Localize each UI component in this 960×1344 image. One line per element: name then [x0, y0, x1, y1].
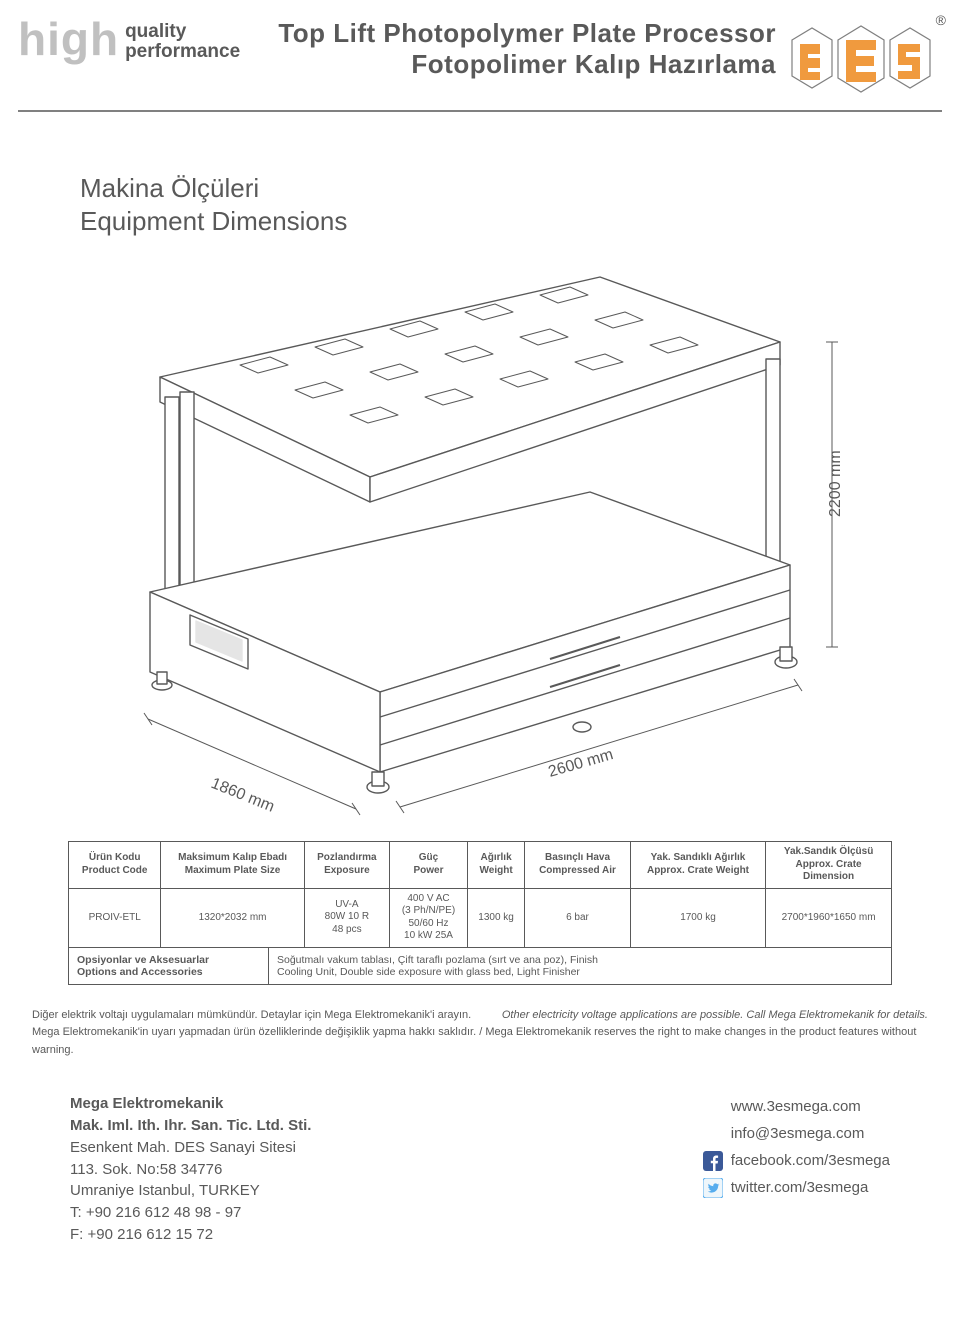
company-name: Mega Elektromekanik: [70, 1093, 311, 1115]
facebook-icon[interactable]: [703, 1151, 723, 1171]
td-weight: 1300 kg: [468, 888, 525, 947]
spec-header-row: Ürün KoduProduct Code Maksimum Kalıp Eba…: [69, 842, 892, 889]
td-size: 1320*2032 mm: [161, 888, 304, 947]
th-power: GüçPower: [389, 842, 467, 889]
page-footer: Mega Elektromekanik Mak. Iml. Ith. Ihr. …: [70, 1093, 890, 1245]
title-line2: Fotopolimer Kalıp Hazırlama: [240, 49, 776, 80]
footnotes: Diğer elektrik voltajı uygulamaları mümk…: [32, 1007, 928, 1060]
th-crate-weight: Yak. Sandıklı AğırlıkApprox. Crate Weigh…: [630, 842, 765, 889]
section-line2: Equipment Dimensions: [80, 205, 960, 238]
note-tr1: Diğer elektrik voltajı uygulamaları mümk…: [32, 1007, 471, 1025]
brand-tagline: quality performance: [125, 18, 240, 62]
td-crate-dim: 2700*1960*1650 mm: [766, 888, 892, 947]
email-link[interactable]: info@3esmega.com: [731, 1120, 865, 1147]
twitter-link[interactable]: twitter.com/3esmega: [731, 1174, 869, 1201]
th-size: Maksimum Kalıp EbadıMaximum Plate Size: [161, 842, 304, 889]
section-line1: Makina Ölçüleri: [80, 172, 960, 205]
th-code: Ürün KoduProduct Code: [69, 842, 161, 889]
th-exposure: PozlandırmaExposure: [304, 842, 389, 889]
dim-height: 2200 mm: [827, 450, 844, 517]
contact-links: www.3esmega.com info@3esmega.com faceboo…: [703, 1093, 890, 1245]
spec-row: PROIV-ETL 1320*2032 mm UV-A80W 10 R48 pc…: [69, 888, 892, 947]
logo-icon: [786, 18, 936, 96]
addr-line2: 113. Sok. No:58 34776: [70, 1159, 311, 1181]
brand-line1: quality: [125, 22, 240, 42]
facebook-link[interactable]: facebook.com/3esmega: [731, 1147, 890, 1174]
addr-line3: Umraniye Istanbul, TURKEY: [70, 1180, 311, 1202]
spec-table: Ürün KoduProduct Code Maksimum Kalıp Eba…: [68, 841, 892, 948]
section-heading: Makina Ölçüleri Equipment Dimensions: [80, 172, 960, 237]
addr-line1: Esenkent Mah. DES Sanayi Sitesi: [70, 1137, 311, 1159]
title-line1: Top Lift Photopolymer Plate Processor: [240, 18, 776, 49]
brand-block: high quality performance: [18, 18, 240, 62]
note-line2: Mega Elektromekanik'in uyarı yapmadan ür…: [32, 1024, 928, 1059]
options-table: Opsiyonlar ve Aksesuarlar Options and Ac…: [68, 948, 892, 985]
header-divider: [18, 110, 942, 112]
company-address: Mega Elektromekanik Mak. Iml. Ith. Ihr. …: [70, 1093, 311, 1245]
td-air: 6 bar: [525, 888, 631, 947]
options-value: Soğutmalı vakum tablası, Çift taraflı po…: [269, 948, 892, 985]
website-link[interactable]: www.3esmega.com: [731, 1093, 861, 1120]
company-legal: Mak. Iml. Ith. Ihr. San. Tic. Ltd. Sti.: [70, 1115, 311, 1137]
th-weight: AğırlıkWeight: [468, 842, 525, 889]
page-title: Top Lift Photopolymer Plate Processor Fo…: [240, 18, 776, 80]
twitter-icon[interactable]: [703, 1178, 723, 1198]
td-exposure: UV-A80W 10 R48 pcs: [304, 888, 389, 947]
td-power: 400 V AC(3 Ph/N/PE)50/60 Hz10 kW 25A: [389, 888, 467, 947]
brand-word: high: [18, 19, 119, 60]
td-code: PROIV-ETL: [69, 888, 161, 947]
options-header: Opsiyonlar ve Aksesuarlar Options and Ac…: [69, 948, 269, 985]
dim-depth: 1860 mm: [209, 775, 277, 816]
options-row: Opsiyonlar ve Aksesuarlar Options and Ac…: [69, 948, 892, 985]
page-header: high quality performance Top Lift Photop…: [0, 0, 960, 104]
registered-icon: ®: [936, 12, 946, 28]
note-en1: Other electricity voltage applications a…: [502, 1007, 928, 1025]
company-fax: F: +90 216 612 15 72: [70, 1224, 311, 1246]
th-air: Basınçlı HavaCompressed Air: [525, 842, 631, 889]
brand-line2: performance: [125, 42, 240, 62]
company-tel: T: +90 216 612 48 98 - 97: [70, 1202, 311, 1224]
th-crate-dim: Yak.Sandık ÖlçüsüApprox. CrateDimension: [766, 842, 892, 889]
td-crate-weight: 1700 kg: [630, 888, 765, 947]
company-logo: ®: [786, 18, 936, 96]
equipment-diagram: 1860 mm 2600 mm 2200 mm: [80, 247, 880, 817]
